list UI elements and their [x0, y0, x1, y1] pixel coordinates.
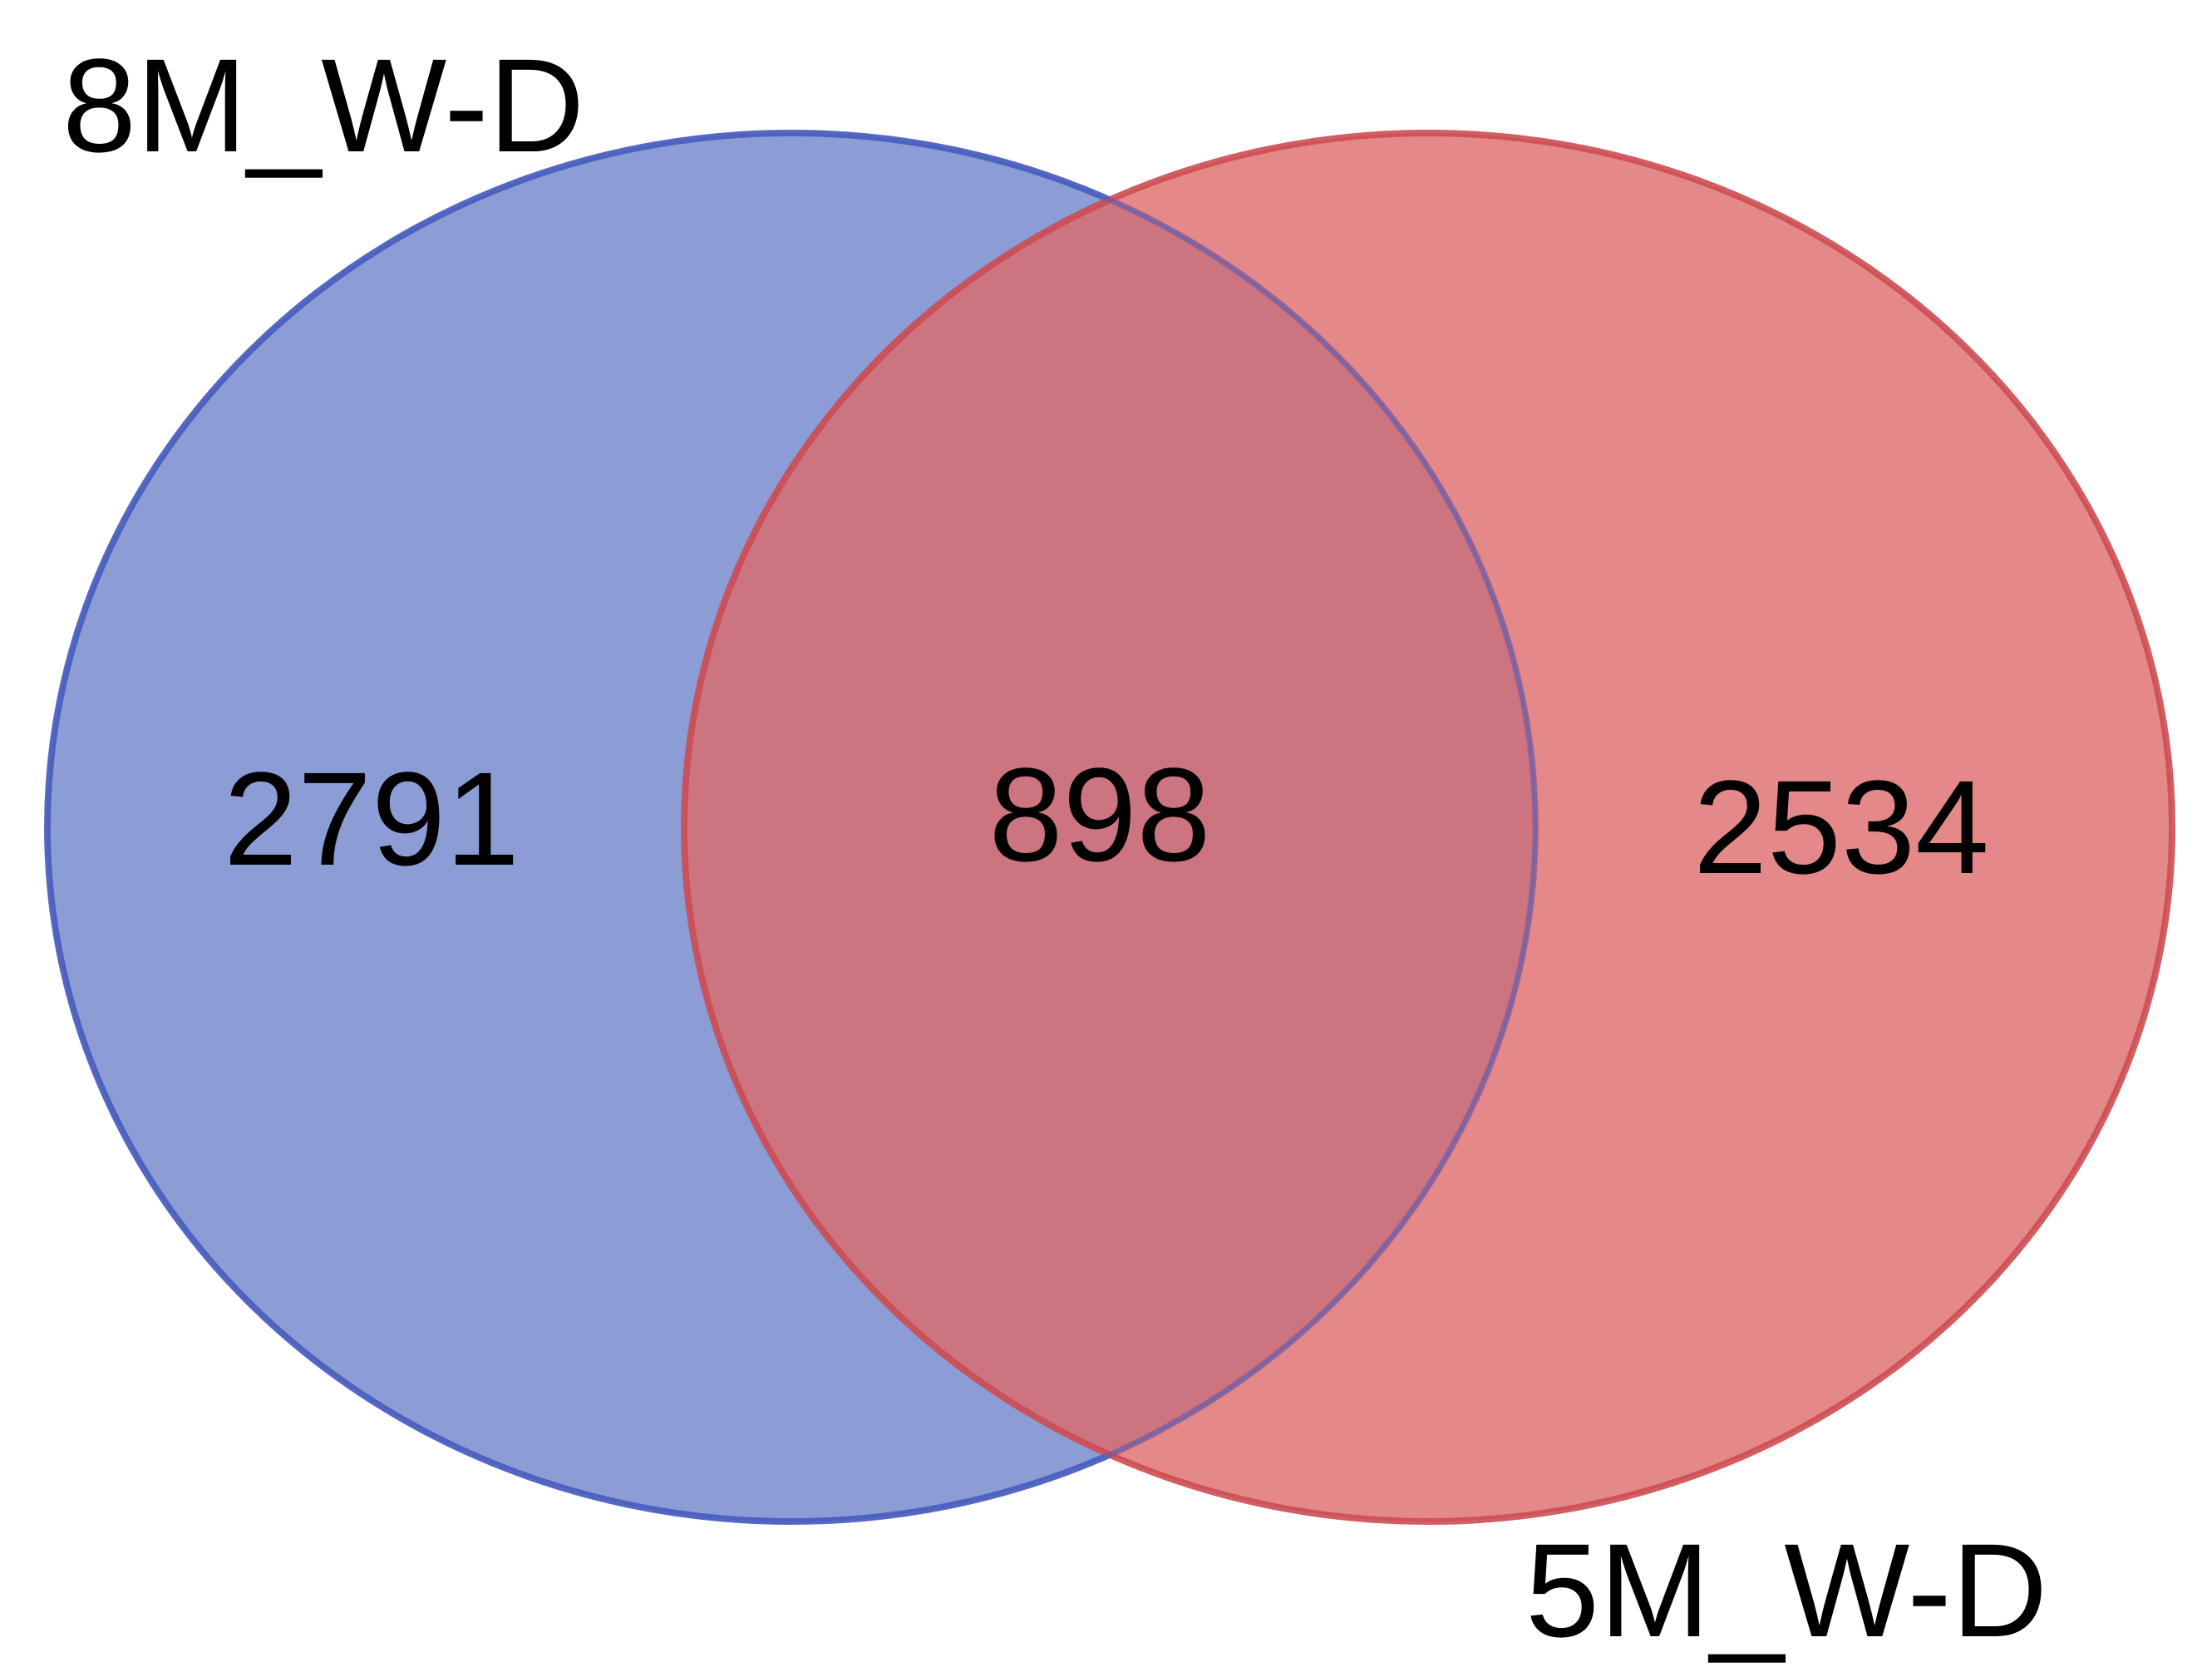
set-a-outline [45, 131, 1538, 1524]
intersection-count: 898 [989, 740, 1211, 889]
set-a-only-count: 2791 [224, 744, 520, 893]
set-b-label: 5M_W-D [1525, 1516, 2047, 1665]
set-b-circle [681, 130, 2175, 1525]
set-b-only-count: 2534 [1693, 752, 1989, 901]
set-a-label: 8M_W-D [62, 31, 584, 180]
